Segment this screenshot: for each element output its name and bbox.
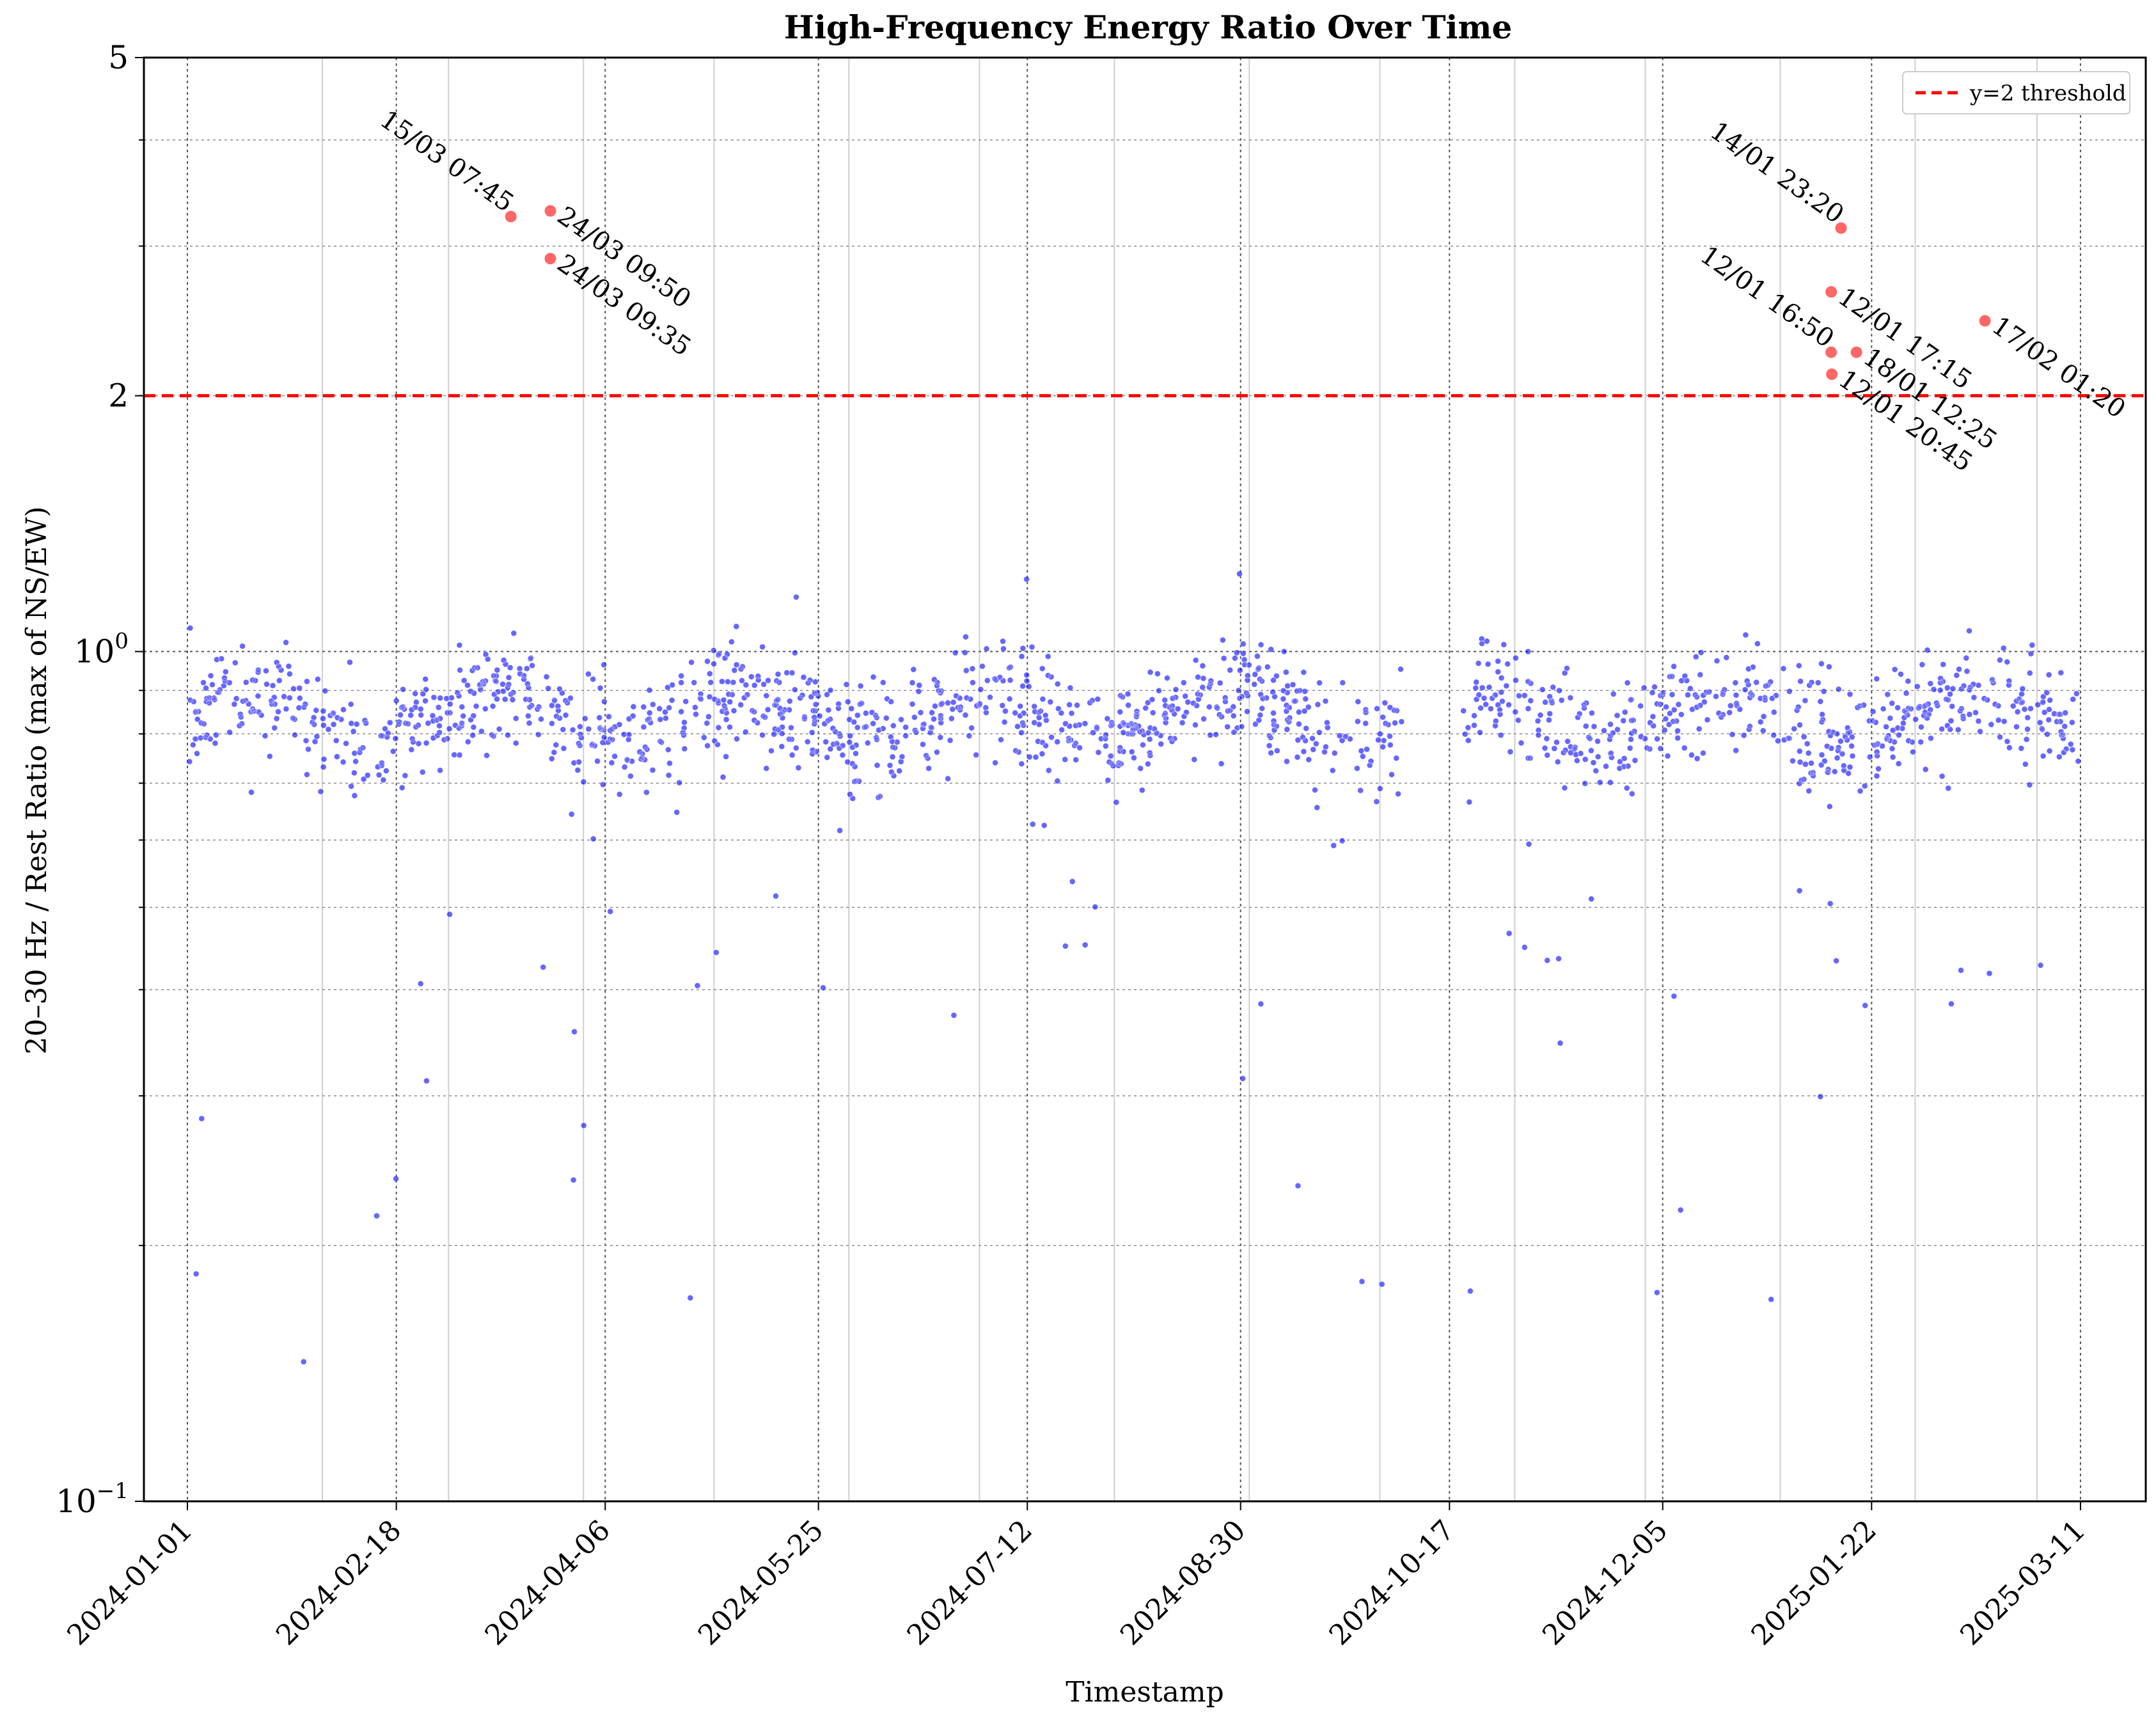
grid <box>144 58 2146 1502</box>
x-axis-label: Timestamp <box>1066 1676 1224 1709</box>
y-tick-label: 5 <box>108 39 129 76</box>
legend: y=2 threshold <box>1902 71 2130 115</box>
y-axis-label: 20–30 Hz / Rest Ratio (max of NS/EW) <box>20 507 53 1055</box>
background-points <box>186 571 2082 1365</box>
y-tick-label: 2 <box>108 377 129 415</box>
exceedance-point <box>1825 346 1837 358</box>
y-tick-label: 10−1 <box>56 1478 129 1520</box>
exceedance-point <box>1979 315 1991 327</box>
y-tick-label: 100 <box>74 629 129 670</box>
y-axis-ticks: 10−1 100 2 5 <box>56 39 144 1520</box>
exceedance-point <box>1825 286 1837 298</box>
legend-label: y=2 threshold <box>1969 81 2127 106</box>
background-series <box>186 571 2082 1365</box>
legend-box <box>1902 71 2130 115</box>
exceedance-series <box>505 205 1991 381</box>
exceedance-point <box>1850 346 1862 358</box>
plot-frame <box>143 56 2147 1503</box>
exceedance-point <box>505 210 517 223</box>
exceedance-point <box>544 205 556 217</box>
exceedance-point <box>1826 368 1838 381</box>
chart-title: High-Frequency Energy Ratio Over Time <box>784 8 1513 46</box>
exceedance-point <box>544 253 556 265</box>
exceedance-point <box>1835 222 1847 234</box>
